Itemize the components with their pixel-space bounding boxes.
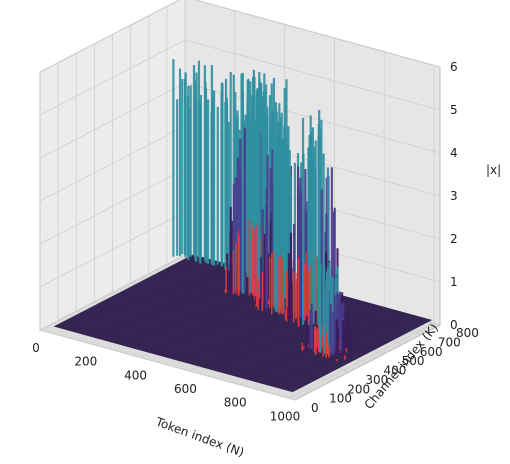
y-tick-label: 100	[329, 392, 352, 406]
y-tick-label: 700	[438, 335, 461, 349]
y-tick-label: 500	[402, 354, 425, 368]
y-tick-label: 200	[347, 382, 370, 396]
surface-floor	[53, 254, 433, 393]
z-tick-label: 0	[450, 318, 458, 332]
y-tick-label: 400	[384, 364, 407, 378]
x-axis-label: Token index (N)	[153, 414, 246, 459]
y-tick-label: 300	[365, 373, 388, 387]
x-tick-label: 600	[174, 382, 197, 396]
x-tick-label: 400	[124, 368, 147, 382]
z-tick-label: 3	[450, 189, 458, 203]
y-tick-label: 0	[311, 401, 319, 415]
z-tick-label: 4	[450, 146, 458, 160]
surface-feature	[301, 261, 353, 362]
grid-line	[39, 39, 441, 116]
x-tick-label: 1000	[270, 409, 301, 423]
z-tick-label: 6	[450, 60, 458, 74]
z-tick-labels: 0 1 2 3 4 5 6	[450, 60, 458, 332]
y-tick-label: 800	[456, 326, 479, 340]
grid-line	[39, 0, 441, 73]
x-tick-label: 0	[32, 341, 40, 355]
y-tick-label: 600	[420, 345, 443, 359]
x-tick-labels: 0 200 400 600 800 1000	[32, 341, 300, 423]
surface-base	[53, 254, 433, 393]
x-tick-label: 200	[74, 355, 97, 369]
surface-data	[172, 59, 353, 362]
x-tick-label: 800	[224, 396, 247, 410]
z-tick-label: 1	[450, 275, 458, 289]
z-axis-label: |x|	[486, 163, 501, 177]
z-tick-label: 5	[450, 103, 458, 117]
z-tick-label: 2	[450, 232, 458, 246]
